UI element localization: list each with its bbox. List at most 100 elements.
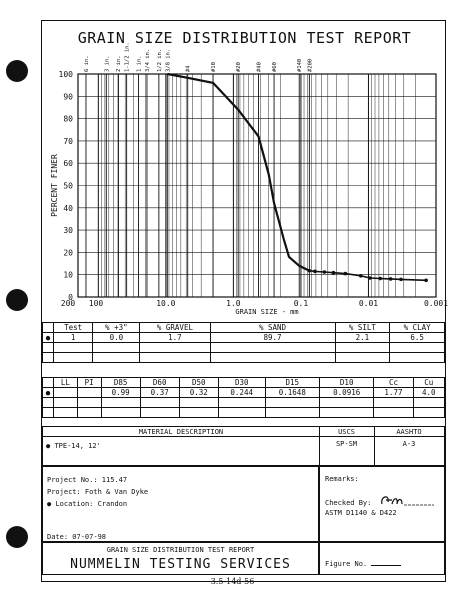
param-cu: 4.0 xyxy=(412,387,445,398)
figure-label-text: Figure No. xyxy=(325,560,368,568)
hydrometer-point xyxy=(378,276,383,281)
sieve-label: #60 xyxy=(272,62,278,72)
y-tick-label: 0 xyxy=(68,293,73,302)
y-tick-label: 40 xyxy=(63,204,73,213)
aashto-divider xyxy=(374,427,375,465)
param-header-cu: Cu xyxy=(412,377,445,388)
sieve-label: 3/8 in. xyxy=(165,49,171,72)
fraction-silt: 2.1 xyxy=(334,332,391,343)
hydrometer-point xyxy=(424,278,428,283)
gradation-curve-2 xyxy=(309,269,427,282)
sieve-label: 3 in. xyxy=(104,55,110,72)
y-tick-label: 20 xyxy=(63,248,73,257)
project-number: Project No.: 115.47 xyxy=(47,476,128,484)
figure-blank xyxy=(371,565,402,566)
y-tick-label: 30 xyxy=(63,226,73,235)
gradation-curve-1 xyxy=(167,72,310,272)
param-header-d60: D60 xyxy=(139,377,180,388)
sieve-label: #140 xyxy=(297,59,303,72)
fraction-gravel: 1.7 xyxy=(139,332,211,343)
material-description-text: TPE-14, 12' xyxy=(54,442,101,450)
fraction-plus3: 0.0 xyxy=(92,332,141,343)
company-name: NUMMELIN TESTING SERVICES xyxy=(70,557,291,572)
param-empty-row xyxy=(42,407,445,418)
param-header-d30: D30 xyxy=(217,377,266,388)
sieve-label: #4 xyxy=(186,65,192,72)
figure-block: Figure No. xyxy=(319,542,445,575)
sieve-label: 1/2 in. xyxy=(157,49,163,72)
x-tick-label: 100 xyxy=(89,299,104,308)
sieve-label: 2 in. xyxy=(116,55,122,72)
binder-hole-middle xyxy=(6,289,28,311)
sieve-label: #10 xyxy=(211,62,217,72)
param-empty-row xyxy=(42,397,445,408)
hydrometer-point xyxy=(322,270,327,274)
param-d30: 0.244 xyxy=(217,387,266,398)
sieve-label: #20 xyxy=(236,62,242,72)
figure-label: Figure No. xyxy=(325,560,402,568)
checked-by-label: Checked By: xyxy=(325,499,372,507)
uscs-header: USCS xyxy=(319,428,375,437)
row-marker: ● xyxy=(42,387,54,398)
param-d10: 0.0916 xyxy=(318,387,375,398)
hydrometer-point xyxy=(399,277,403,282)
y-tick-label: 70 xyxy=(63,137,73,146)
fraction-header-clay: % CLAY xyxy=(389,322,445,333)
hydrometer-point xyxy=(307,268,312,273)
fraction-test: 1 xyxy=(52,332,94,343)
fraction-sand: 89.7 xyxy=(209,332,336,343)
param-header-d85: D85 xyxy=(100,377,141,388)
sieve-label: 6 in. xyxy=(84,55,90,72)
uscs-divider xyxy=(319,427,320,465)
fraction-empty-row xyxy=(42,342,445,353)
param-header-cc: Cc xyxy=(373,377,414,388)
bottom-report-title: GRAIN SIZE DISTRIBUTION TEST REPORT xyxy=(106,546,255,554)
param-d15: 0.1648 xyxy=(264,387,321,398)
y-tick-label: 80 xyxy=(63,115,73,124)
param-header-d15: D15 xyxy=(264,377,321,388)
y-tick-label: 90 xyxy=(63,92,73,101)
fraction-empty-row xyxy=(42,352,445,363)
fraction-clay: 6.5 xyxy=(389,332,445,343)
fraction-header-silt: % SILT xyxy=(334,322,391,333)
fraction-table: Test % +3" % GRAVEL % SAND % SILT % CLAY… xyxy=(42,322,445,363)
param-d50: 0.32 xyxy=(178,387,219,398)
param-cc: 1.77 xyxy=(373,387,414,398)
material-block: MATERIAL DESCRIPTION USCS AASHTO ● TPE-1… xyxy=(42,426,445,466)
project-date: Date: 07-07-98 xyxy=(47,533,107,541)
sieve-label: 3/4 in. xyxy=(145,49,151,72)
astm-standard: ASTM D1140 & D422 xyxy=(325,509,397,517)
row-marker: ● xyxy=(42,332,54,343)
binder-hole-bottom xyxy=(6,526,28,548)
hydrometer-point xyxy=(313,269,317,274)
param-d85: 0.99 xyxy=(100,387,141,398)
project-block: Project No.: 115.47 Project: Foth & Van … xyxy=(42,466,319,542)
remarks-label: Remarks: xyxy=(325,475,359,483)
report-sheet: GRAIN SIZE DISTRIBUTION TEST REPORT xyxy=(41,20,446,582)
y-tick-label: 100 xyxy=(59,70,74,79)
project-location-text: Location: Crandon xyxy=(55,500,128,508)
fraction-header-row: Test % +3" % GRAVEL % SAND % SILT % CLAY xyxy=(42,322,445,333)
param-header-d50: D50 xyxy=(178,377,219,388)
hydrometer-point xyxy=(358,274,363,278)
aashto-value: A-3 xyxy=(402,440,416,448)
hydrometer-point xyxy=(388,277,393,281)
hydrometer-point xyxy=(331,270,336,275)
material-header: MATERIAL DESCRIPTION xyxy=(43,428,320,437)
y-tick-label: 10 xyxy=(63,271,73,280)
project-name: Project: Foth & Van Dyke xyxy=(47,488,149,496)
uscs-value: SP-SM xyxy=(335,440,358,448)
material-description: ● TPE-14, 12' xyxy=(46,442,101,450)
y-axis-label: PERCENT FINER xyxy=(50,154,59,217)
param-header-d10: D10 xyxy=(318,377,375,388)
x-tick-label: 0.01 xyxy=(359,299,378,308)
fraction-data-row: ● 1 0.0 1.7 89.7 2.1 6.5 xyxy=(42,332,445,343)
sieve-label: 1-1/2 in. xyxy=(125,42,131,72)
hydrometer-point xyxy=(368,276,372,280)
company-block: GRAIN SIZE DISTRIBUTION TEST REPORT NUMM… xyxy=(42,542,319,575)
param-header-ll: LL xyxy=(53,377,78,388)
x-tick-label: 0.001 xyxy=(424,299,448,308)
signature xyxy=(380,496,434,506)
param-ll xyxy=(53,387,78,398)
